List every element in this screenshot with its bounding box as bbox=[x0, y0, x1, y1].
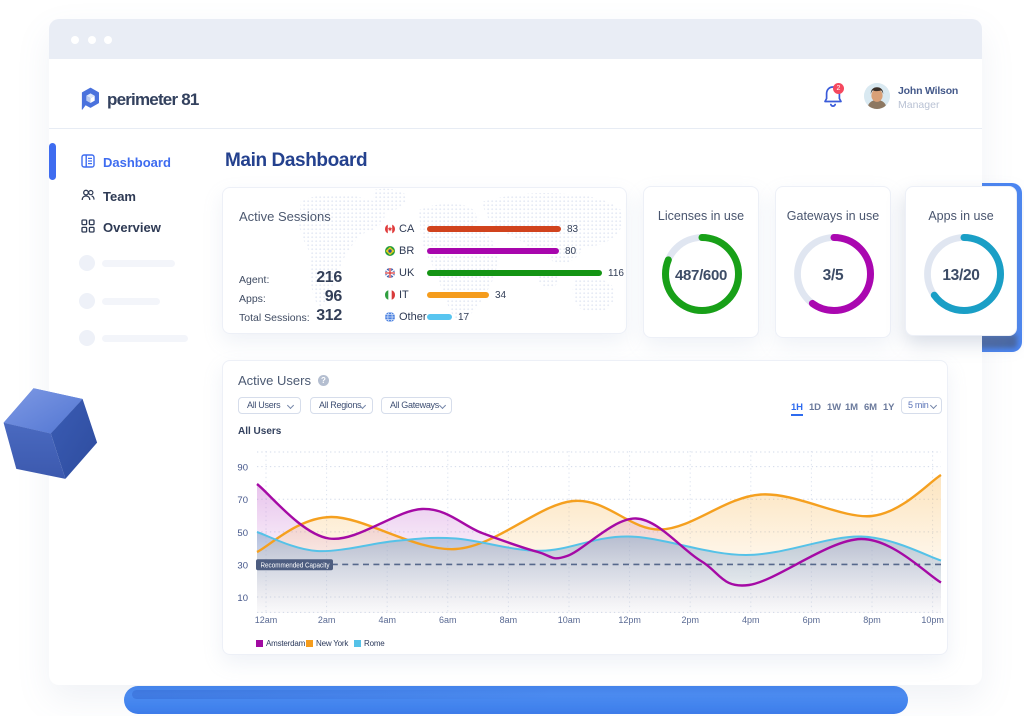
svg-text:6am: 6am bbox=[439, 615, 457, 625]
svg-text:10pm: 10pm bbox=[921, 615, 944, 625]
svg-text:8am: 8am bbox=[500, 615, 518, 625]
svg-text:12am: 12am bbox=[255, 615, 278, 625]
svg-text:4pm: 4pm bbox=[742, 615, 760, 625]
svg-text:90: 90 bbox=[237, 463, 248, 474]
svg-text:50: 50 bbox=[237, 528, 248, 539]
svg-text:8pm: 8pm bbox=[863, 615, 881, 625]
svg-text:12pm: 12pm bbox=[618, 615, 641, 625]
svg-text:2am: 2am bbox=[318, 615, 336, 625]
svg-text:10am: 10am bbox=[558, 615, 581, 625]
svg-text:6pm: 6pm bbox=[803, 615, 821, 625]
svg-text:Recommended Capacity: Recommended Capacity bbox=[261, 560, 330, 569]
svg-text:70: 70 bbox=[237, 495, 248, 506]
svg-text:30: 30 bbox=[237, 560, 248, 571]
svg-text:4am: 4am bbox=[378, 615, 396, 625]
svg-text:2pm: 2pm bbox=[681, 615, 699, 625]
svg-text:10: 10 bbox=[237, 593, 248, 604]
